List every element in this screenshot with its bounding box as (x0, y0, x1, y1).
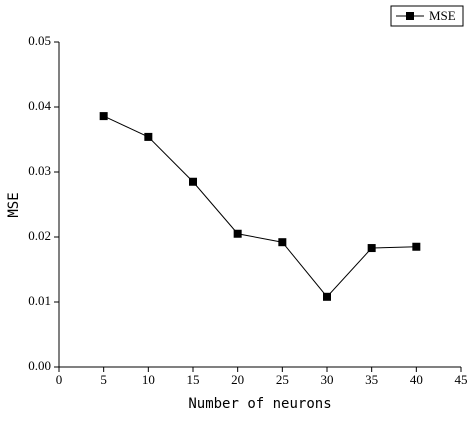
y-tick-label: 0.03 (28, 163, 51, 178)
x-tick-label: 25 (276, 372, 289, 387)
marker (233, 229, 242, 238)
marker (144, 132, 153, 141)
y-tick-label: 0.02 (28, 228, 51, 243)
y-tick-label: 0.05 (28, 33, 51, 48)
line (103, 115, 417, 298)
marker (189, 177, 197, 186)
legend-box (390, 5, 464, 27)
x-tick-label: 0 (56, 372, 63, 387)
x-tick-label: 40 (410, 372, 423, 387)
x-tick-label: 10 (142, 372, 155, 387)
x-tick-label: 15 (187, 372, 200, 387)
x-tick-label: 20 (231, 372, 244, 387)
legend-label: MSE (429, 8, 456, 23)
marker (367, 244, 376, 253)
x-tick-label: 45 (455, 372, 468, 387)
x-axis-title: Number of neurons (188, 396, 331, 412)
x-tick-label: 5 (100, 372, 107, 387)
marker (323, 292, 331, 301)
marker (99, 112, 108, 121)
y-axis-title: MSE (6, 192, 22, 217)
marker (278, 238, 287, 247)
legend-marker (406, 12, 414, 20)
marker (412, 242, 421, 251)
y-tick-label: 0.04 (28, 98, 51, 113)
y-tick-label: 0.01 (28, 293, 51, 308)
x-tick-label: 35 (365, 372, 378, 387)
x-tick-label: 30 (321, 372, 334, 387)
y-tick-label: 0.00 (28, 358, 51, 373)
